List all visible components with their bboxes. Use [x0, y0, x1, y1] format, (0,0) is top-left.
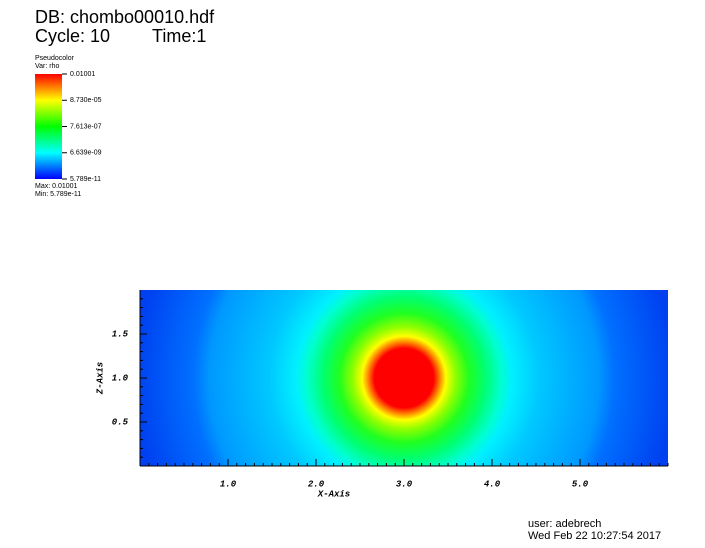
date: Wed Feb 22 10:27:54 2017	[528, 530, 661, 542]
x-axis-title: X-Axis	[317, 489, 350, 499]
user: user: adebrech	[528, 518, 601, 530]
colorbar-label: 6.639e-09	[70, 150, 102, 157]
y-tick-label: 0.5	[112, 417, 129, 427]
colorbar-label: 0.01001	[70, 71, 95, 78]
x-tick-label: 2.0	[308, 479, 325, 489]
x-tick-label: 1.0	[220, 479, 237, 489]
legend-variable: Var: rho	[35, 63, 59, 70]
colorbar-label: 5.789e-11	[70, 176, 101, 183]
y-tick-label: 1.5	[112, 329, 129, 339]
x-tick-label: 5.0	[572, 479, 589, 489]
x-tick-label: 4.0	[484, 479, 501, 489]
cycle: Cycle: 10	[35, 26, 110, 46]
legend-min: Min: 5.789e-11	[35, 191, 81, 198]
y-axis-title: Z-Axis	[95, 362, 105, 395]
db-name: DB: chombo00010.hdf	[35, 7, 215, 27]
legend-max: Max: 0.01001	[35, 183, 78, 190]
x-tick-label: 3.0	[396, 479, 413, 489]
y-tick-label: 1.0	[112, 373, 129, 383]
legend-title: Pseudocolor	[35, 55, 75, 62]
pseudocolor-field	[140, 290, 668, 466]
colorbar-label: 7.613e-07	[70, 123, 102, 130]
colorbar	[35, 74, 62, 179]
colorbar-label: 8.730e-05	[70, 97, 102, 104]
time: Time:1	[152, 26, 206, 46]
